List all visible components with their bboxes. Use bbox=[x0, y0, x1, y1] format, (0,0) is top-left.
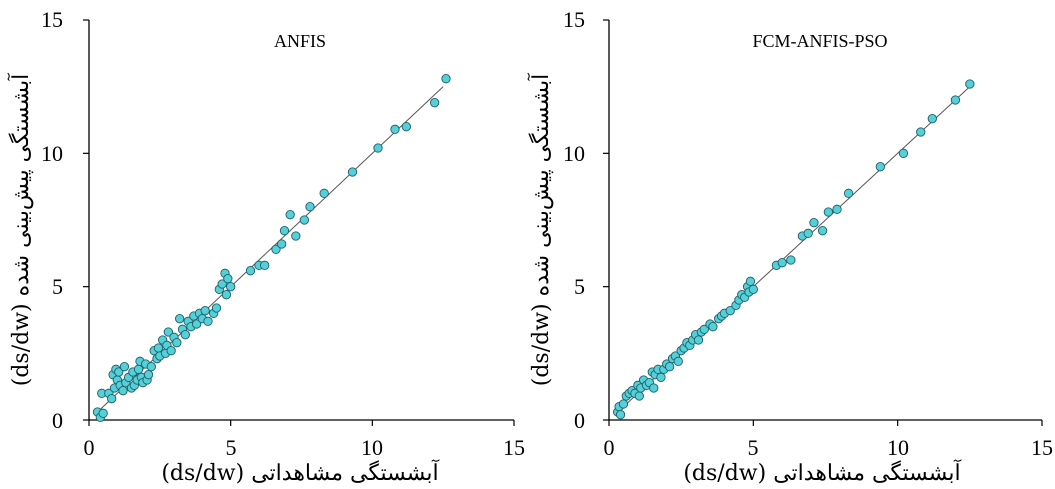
data-point bbox=[200, 306, 210, 316]
data-point bbox=[430, 98, 440, 108]
data-point bbox=[217, 279, 227, 289]
data-point bbox=[916, 127, 926, 137]
chart-fcm-anfis-pso: FCM-ANFIS-PSO 0 5 10 15 0 5 10 15 آبشستگ… bbox=[527, 7, 1053, 486]
data-point bbox=[673, 356, 683, 366]
data-point bbox=[634, 391, 644, 401]
data-point bbox=[172, 338, 182, 348]
chart-anfis: ANFIS 0 5 10 15 0 5 10 15 آبشستگی مشاهدا… bbox=[7, 7, 525, 486]
data-point bbox=[107, 394, 117, 404]
data-point bbox=[373, 143, 383, 153]
data-point bbox=[114, 367, 124, 377]
data-point bbox=[832, 204, 842, 214]
y-axis-label: آبشستگی پیش‌بینی شده (ds/dw) bbox=[527, 73, 554, 386]
x-tick-label: 5 bbox=[748, 435, 759, 460]
chart-title: FCM-ANFIS-PSO bbox=[752, 31, 887, 51]
data-point bbox=[260, 260, 270, 270]
x-tick-label: 10 bbox=[887, 435, 909, 460]
data-point bbox=[823, 207, 834, 217]
data-point bbox=[118, 386, 128, 396]
data-point bbox=[279, 226, 290, 236]
tick-labels: 0 5 10 15 0 5 10 15 bbox=[41, 7, 525, 460]
data-point bbox=[277, 239, 287, 249]
x-tick-label: 10 bbox=[361, 435, 383, 460]
y-tick-label: 10 bbox=[563, 141, 585, 166]
x-axis-label: آبشستگی مشاهداتی (ds/dw) bbox=[683, 459, 961, 486]
x-tick-label: 15 bbox=[1031, 435, 1053, 460]
data-point bbox=[175, 314, 185, 324]
data-point bbox=[950, 95, 961, 105]
data-point bbox=[699, 324, 709, 334]
data-point bbox=[927, 114, 937, 124]
data-point bbox=[809, 218, 819, 228]
y-tick-label: 5 bbox=[574, 274, 585, 299]
y-axis-label: آبشستگی پیش‌بینی شده (ds/dw) bbox=[7, 73, 34, 386]
data-point bbox=[725, 306, 735, 316]
data-point bbox=[153, 343, 164, 353]
data-point bbox=[898, 148, 909, 158]
data-point bbox=[618, 399, 629, 409]
y-tick-label: 15 bbox=[563, 7, 585, 32]
data-point bbox=[221, 290, 232, 300]
data-point bbox=[875, 162, 885, 172]
y-tick-label: 0 bbox=[574, 408, 585, 433]
y-tick-label: 5 bbox=[52, 274, 63, 299]
data-point bbox=[166, 346, 176, 356]
data-point bbox=[245, 266, 256, 276]
data-point bbox=[965, 79, 975, 89]
data-point bbox=[786, 255, 796, 265]
data-point bbox=[119, 362, 130, 372]
data-point bbox=[133, 364, 144, 374]
chart-title: ANFIS bbox=[274, 31, 326, 51]
data-point bbox=[146, 362, 156, 372]
x-tick-label: 5 bbox=[226, 435, 237, 460]
y-tick-label: 0 bbox=[52, 408, 63, 433]
data-point bbox=[319, 188, 329, 198]
data-point bbox=[163, 327, 173, 337]
data-point bbox=[390, 124, 400, 134]
data-point bbox=[748, 284, 758, 294]
data-point bbox=[203, 316, 213, 326]
data-point bbox=[271, 244, 281, 254]
data-point bbox=[226, 282, 236, 292]
data-point bbox=[649, 383, 659, 393]
data-point bbox=[817, 226, 828, 236]
data-point bbox=[843, 188, 854, 198]
data-point bbox=[223, 274, 233, 284]
data-point bbox=[401, 122, 411, 132]
x-tick-label: 0 bbox=[84, 435, 95, 460]
data-point bbox=[299, 215, 309, 225]
data-point bbox=[143, 370, 154, 380]
plot-area bbox=[603, 19, 1043, 426]
data-point bbox=[347, 167, 358, 177]
data-point bbox=[98, 408, 108, 418]
data-point bbox=[745, 276, 756, 286]
y-tick-label: 10 bbox=[41, 141, 63, 166]
data-point bbox=[180, 330, 190, 340]
data-point bbox=[211, 303, 222, 313]
data-point bbox=[285, 210, 295, 220]
data-point bbox=[291, 231, 301, 241]
data-point bbox=[192, 319, 202, 329]
data-point bbox=[664, 362, 675, 372]
x-axis-label: آبشستگی مشاهداتی (ds/dw) bbox=[161, 459, 439, 486]
data-point bbox=[615, 410, 626, 420]
tick-labels: 0 5 10 15 0 5 10 15 bbox=[563, 7, 1053, 460]
data-point bbox=[777, 258, 787, 268]
x-tick-label: 15 bbox=[503, 435, 525, 460]
x-tick-label: 0 bbox=[604, 435, 615, 460]
plot-area bbox=[83, 19, 515, 426]
data-point bbox=[305, 202, 315, 212]
data-point bbox=[441, 74, 451, 84]
y-tick-label: 15 bbox=[41, 7, 63, 32]
data-point bbox=[693, 335, 704, 345]
data-point bbox=[803, 228, 813, 238]
data-point bbox=[656, 372, 666, 382]
data-point bbox=[708, 322, 718, 332]
